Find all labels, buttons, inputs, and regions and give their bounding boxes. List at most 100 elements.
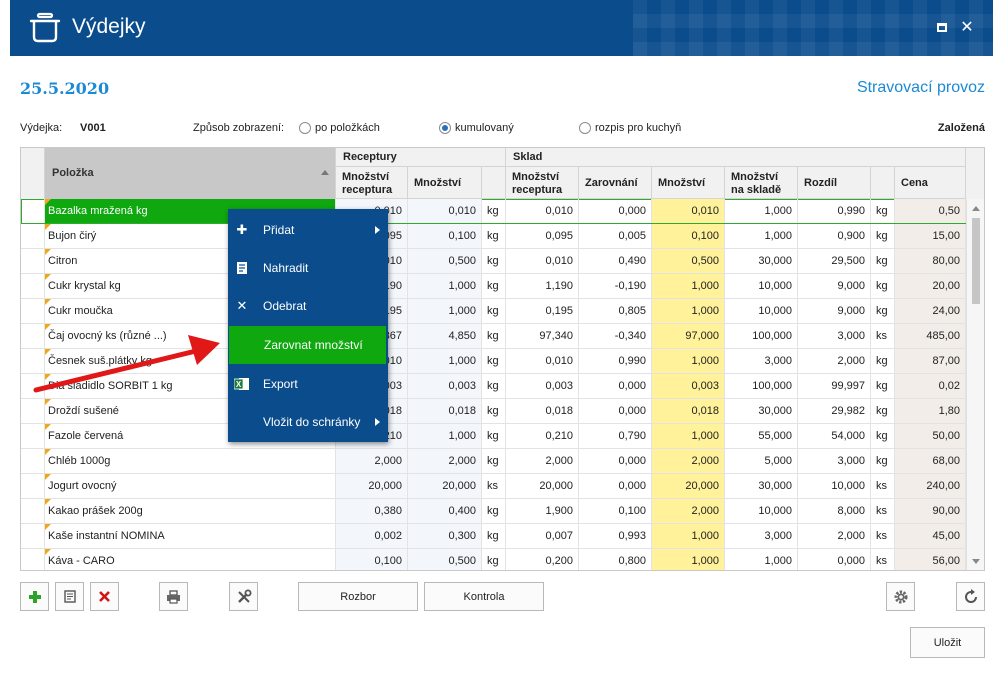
cell-zarovnani[interactable]: -0,340 — [579, 324, 652, 348]
cell-unit[interactable]: kg — [871, 199, 895, 223]
row-indicator[interactable] — [21, 424, 45, 448]
scroll-down-icon[interactable] — [972, 559, 980, 564]
cell-unit[interactable]: kg — [482, 374, 506, 398]
cell-cena[interactable]: 0,50 — [895, 199, 966, 223]
cell-rozdil[interactable]: 54,000 — [798, 424, 871, 448]
cell-unit[interactable]: kg — [482, 349, 506, 373]
cell-unit[interactable]: ks — [871, 499, 895, 523]
table-row[interactable]: Čaj ovocný ks (různé ...)97,3674,850kg97… — [21, 324, 966, 349]
cell-zarovnani[interactable]: 0,000 — [579, 199, 652, 223]
cell-mnozstvi-receptura[interactable]: 0,380 — [336, 499, 408, 523]
table-row[interactable]: Bujon čirý 0,095 0,100 kg 0,095 0,005 0,100 1,0… — [21, 224, 966, 249]
delete-button[interactable] — [90, 582, 119, 611]
cell-mnozstvi-na-sklade[interactable]: 30,000 — [725, 249, 798, 273]
cell-sklad-mnozstvi[interactable]: 0,100 — [652, 224, 725, 248]
table-row[interactable]: Cukr krystal kg 1,190 1,000 kg 1,190 -0,190 1,… — [21, 274, 966, 299]
cell-sklad-mnozstvi-receptura[interactable]: 0,003 — [506, 374, 579, 398]
cell-mnozstvi[interactable]: 0,300 — [408, 524, 482, 548]
row-indicator[interactable] — [21, 324, 45, 348]
cell-sklad-mnozstvi-receptura[interactable]: 1,900 — [506, 499, 579, 523]
cell-zarovnani[interactable]: 0,993 — [579, 524, 652, 548]
cell-sklad-mnozstvi[interactable]: 2,000 — [652, 499, 725, 523]
cell-sklad-mnozstvi-receptura[interactable]: 0,095 — [506, 224, 579, 248]
cell-sklad-mnozstvi-receptura[interactable]: 0,007 — [506, 524, 579, 548]
row-indicator[interactable] — [21, 274, 45, 298]
cell-sklad-mnozstvi[interactable]: 0,003 — [652, 374, 725, 398]
cell-unit[interactable]: kg — [871, 299, 895, 323]
cell-sklad-mnozstvi[interactable]: 20,000 — [652, 474, 725, 498]
cell-mnozstvi-na-sklade[interactable]: 1,000 — [725, 549, 798, 570]
cell-mnozstvi-receptura[interactable]: 2,000 — [336, 449, 408, 473]
cell-zarovnani[interactable]: 0,790 — [579, 424, 652, 448]
cell-sklad-mnozstvi-receptura[interactable]: 0,195 — [506, 299, 579, 323]
cell-sklad-mnozstvi[interactable]: 2,000 — [652, 449, 725, 473]
refresh-button[interactable] — [956, 582, 985, 611]
cell-cena[interactable]: 50,00 — [895, 424, 966, 448]
tools-button[interactable] — [229, 582, 258, 611]
provoz-link[interactable]: Stravovací provoz — [856, 79, 985, 96]
cell-mnozstvi[interactable]: 0,003 — [408, 374, 482, 398]
cell-mnozstvi-receptura[interactable]: 0,100 — [336, 549, 408, 570]
cell-sklad-mnozstvi-receptura[interactable]: 0,010 — [506, 199, 579, 223]
cell-mnozstvi[interactable]: 0,400 — [408, 499, 482, 523]
cell-sklad-mnozstvi-receptura[interactable]: 0,200 — [506, 549, 579, 570]
cell-unit[interactable]: kg — [871, 399, 895, 423]
cell-sklad-mnozstvi[interactable]: 0,500 — [652, 249, 725, 273]
cell-mnozstvi[interactable]: 0,500 — [408, 549, 482, 570]
table-row[interactable]: Citron 0,010 0,500 kg 0,010 0,490 0,500 30,000 2… — [21, 249, 966, 274]
cell-rozdil[interactable]: 3,000 — [798, 449, 871, 473]
cell-sklad-mnozstvi-receptura[interactable]: 0,010 — [506, 349, 579, 373]
cell-unit[interactable]: kg — [871, 274, 895, 298]
cell-unit[interactable]: kg — [482, 224, 506, 248]
maximize-button[interactable] — [932, 18, 952, 38]
cell-mnozstvi-na-sklade[interactable]: 100,000 — [725, 374, 798, 398]
cell-mnozstvi-na-sklade[interactable]: 30,000 — [725, 399, 798, 423]
cell-zarovnani[interactable]: 0,990 — [579, 349, 652, 373]
cell-polozka[interactable]: Kaše instantní NOMINA — [45, 524, 336, 548]
cell-unit[interactable]: kg — [482, 549, 506, 570]
cell-unit[interactable]: kg — [871, 424, 895, 448]
cell-mnozstvi-na-sklade[interactable]: 3,000 — [725, 349, 798, 373]
table-row[interactable]: Droždí sušené 0,018 0,018 kg 0,018 0,000 0,018… — [21, 399, 966, 424]
cell-sklad-mnozstvi-receptura[interactable]: 2,000 — [506, 449, 579, 473]
cell-polozka[interactable]: Jogurt ovocný — [45, 474, 336, 498]
cell-mnozstvi-receptura[interactable]: 20,000 — [336, 474, 408, 498]
cell-rozdil[interactable]: 0,000 — [798, 549, 871, 570]
cell-cena[interactable]: 15,00 — [895, 224, 966, 248]
cell-cena[interactable]: 485,00 — [895, 324, 966, 348]
cell-unit[interactable]: kg — [482, 449, 506, 473]
table-row[interactable]: Kakao prášek 200g 0,380 0,400 kg 1,900 0,100 2… — [21, 499, 966, 524]
header-mnozstvi-na-sklade[interactable]: Množství na skladě — [725, 167, 798, 199]
cell-rozdil[interactable]: 8,000 — [798, 499, 871, 523]
cell-rozdil[interactable]: 0,990 — [798, 199, 871, 223]
cell-rozdil[interactable]: 3,000 — [798, 324, 871, 348]
cell-unit[interactable]: ks — [482, 474, 506, 498]
cell-unit[interactable]: ks — [871, 474, 895, 498]
cell-mnozstvi-na-sklade[interactable]: 5,000 — [725, 449, 798, 473]
cell-mnozstvi[interactable]: 0,010 — [408, 199, 482, 223]
kontrola-button[interactable]: Kontrola — [424, 582, 544, 611]
cell-polozka[interactable]: Chléb 1000g — [45, 449, 336, 473]
row-indicator[interactable] — [21, 399, 45, 423]
row-indicator[interactable] — [21, 299, 45, 323]
cell-cena[interactable]: 240,00 — [895, 474, 966, 498]
cell-unit[interactable]: kg — [482, 274, 506, 298]
menu-item-pridat[interactable]: ✚ Přidat — [228, 211, 388, 249]
cell-cena[interactable]: 24,00 — [895, 299, 966, 323]
cell-mnozstvi[interactable]: 1,000 — [408, 349, 482, 373]
cell-zarovnani[interactable]: 0,000 — [579, 474, 652, 498]
table-row[interactable]: Káva - CARO 0,100 0,500 kg 0,200 0,800 1,000 1,… — [21, 549, 966, 570]
cell-mnozstvi-na-sklade[interactable]: 100,000 — [725, 324, 798, 348]
cell-unit[interactable]: kg — [482, 299, 506, 323]
row-indicator[interactable] — [21, 549, 45, 570]
cell-zarovnani[interactable]: 0,800 — [579, 549, 652, 570]
table-row[interactable]: Fazole červená 0,210 1,000 kg 0,210 0,790 1,00… — [21, 424, 966, 449]
row-indicator[interactable] — [21, 374, 45, 398]
header-sklad-mnozstvi[interactable]: Množství — [652, 167, 725, 199]
cell-cena[interactable]: 0,02 — [895, 374, 966, 398]
cell-cena[interactable]: 45,00 — [895, 524, 966, 548]
row-indicator[interactable] — [21, 474, 45, 498]
cell-unit[interactable]: kg — [482, 324, 506, 348]
cell-rozdil[interactable]: 10,000 — [798, 474, 871, 498]
cell-mnozstvi-na-sklade[interactable]: 10,000 — [725, 274, 798, 298]
